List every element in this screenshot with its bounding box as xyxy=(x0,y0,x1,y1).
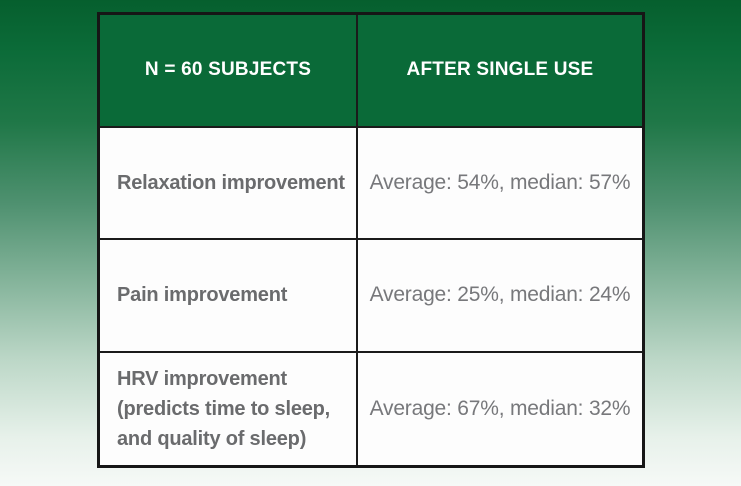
table-row-value-pain: Average: 25%, median: 24% xyxy=(358,240,642,353)
table-row-metric-relaxation: Relaxation improvement xyxy=(100,127,358,240)
table-header-subjects: N = 60 SUBJECTS xyxy=(100,15,358,128)
table-header-after-single-use: AFTER SINGLE USE xyxy=(358,15,642,128)
table-row-metric-pain: Pain improvement xyxy=(100,240,358,353)
table-row-value-relaxation: Average: 54%, median: 57% xyxy=(358,127,642,240)
table-row-metric-hrv: HRV improvement (predicts time to sleep,… xyxy=(100,352,358,465)
table-row-value-hrv: Average: 67%, median: 32% xyxy=(358,352,642,465)
results-table: N = 60 SUBJECTS AFTER SINGLE USE Relaxat… xyxy=(97,12,645,468)
